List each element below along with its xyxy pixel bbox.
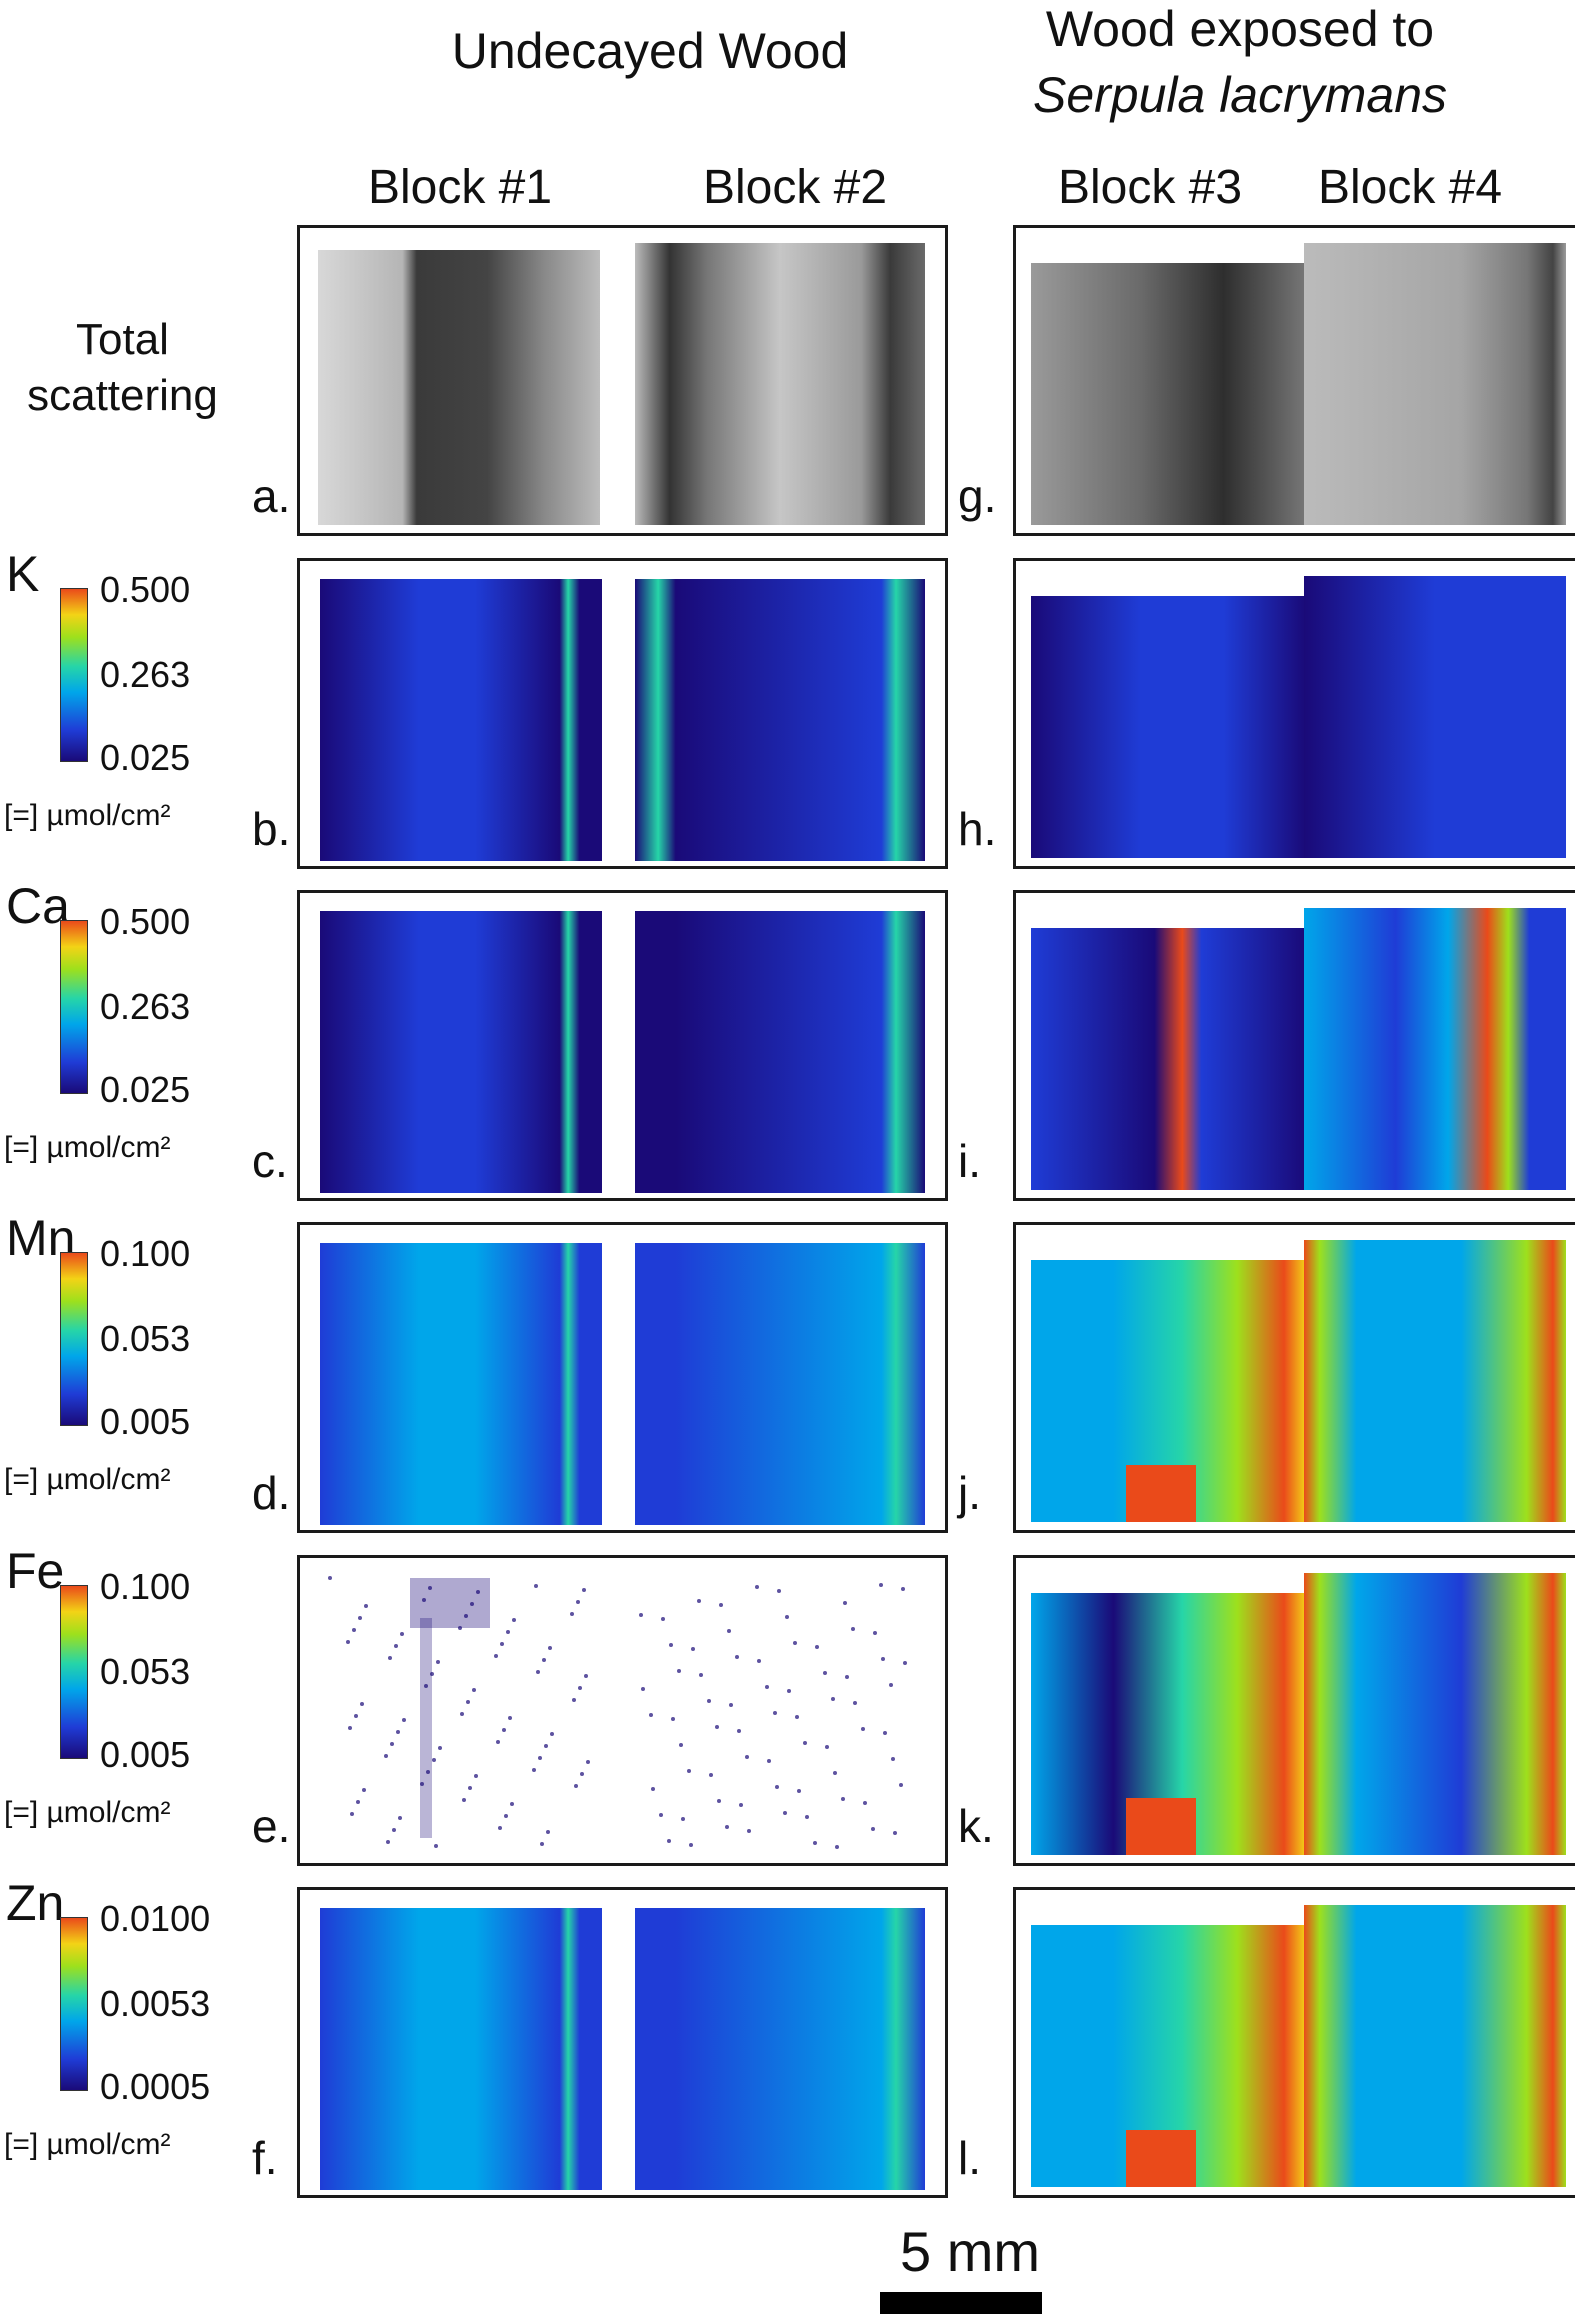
panel-letter-right: i.	[958, 1135, 981, 1187]
elemental-map-image	[320, 579, 925, 861]
elemental-map-image	[328, 1576, 907, 1849]
panel-left-2	[297, 558, 948, 869]
colorbar	[60, 588, 88, 762]
elemental-map-image	[318, 243, 925, 525]
element-label: K	[6, 546, 40, 602]
panel-left-4	[297, 1222, 948, 1533]
unit-label: [=] µmol/cm²	[4, 2128, 171, 2161]
column-header-block-3: Block #3	[1057, 161, 1243, 214]
colorbar-tick: 0.053	[100, 1318, 191, 1359]
panel-letter-left: a.	[252, 470, 291, 522]
elemental-map-image	[1031, 908, 1566, 1190]
panel-right-4	[1013, 1222, 1575, 1533]
elemental-map-image	[1031, 243, 1566, 525]
colorbar-tick: 0.263	[100, 654, 191, 695]
column-header-block-1: Block #1	[367, 161, 553, 214]
elemental-map-image	[1031, 1240, 1566, 1522]
panel-letter-left: d.	[252, 1467, 291, 1519]
colorbar-tick: 0.263	[100, 986, 191, 1027]
colorbar-tick: 0.005	[100, 1734, 191, 1775]
colorbar-tick: 0.500	[100, 901, 191, 942]
colorbar-tick: 0.025	[100, 1069, 191, 1110]
panel-letter-left: b.	[252, 803, 291, 855]
panel-left-1	[297, 225, 948, 536]
scale-bar-label: 5 mm	[900, 2220, 1040, 2283]
group-title-exposed-line1: Wood exposed to	[1045, 1, 1435, 57]
panel-letter-left: e.	[252, 1800, 291, 1852]
column-header-block-4: Block #4	[1317, 161, 1503, 214]
elemental-map-image	[1031, 1573, 1566, 1855]
column-header-block-2: Block #2	[702, 161, 888, 214]
colorbar	[60, 1252, 88, 1426]
unit-label: [=] µmol/cm²	[4, 1796, 171, 1829]
colorbar	[60, 1917, 88, 2091]
element-label: Fe	[6, 1543, 65, 1599]
elemental-map-image	[320, 1908, 925, 2190]
panel-letter-right: l.	[958, 2132, 981, 2184]
unit-label: [=] µmol/cm²	[4, 799, 171, 832]
panel-letter-right: g.	[958, 470, 997, 522]
panel-letter-right: h.	[958, 803, 997, 855]
colorbar	[60, 920, 88, 1094]
panel-right-1	[1013, 225, 1575, 536]
colorbar-tick: 0.500	[100, 569, 191, 610]
panel-right-2	[1013, 558, 1575, 869]
panel-letter-right: j.	[958, 1467, 981, 1519]
colorbar-tick: 0.0053	[100, 1983, 211, 2024]
group-title-exposed-line2: Serpula lacrymans	[1032, 67, 1448, 123]
panel-left-5	[297, 1555, 948, 1866]
colorbar-tick: 0.100	[100, 1566, 191, 1607]
colorbar	[60, 1585, 88, 1759]
panel-letter-right: k.	[958, 1800, 994, 1852]
element-label: Ca	[6, 878, 70, 934]
colorbar-tick: 0.0100	[100, 1898, 211, 1939]
elemental-map-image	[320, 911, 925, 1193]
panel-right-5	[1013, 1555, 1575, 1866]
elemental-map-image	[1031, 1905, 1566, 2187]
colorbar-tick: 0.0005	[100, 2066, 211, 2107]
colorbar-tick: 0.005	[100, 1401, 191, 1442]
elemental-map-image	[1031, 576, 1566, 858]
unit-label: [=] µmol/cm²	[4, 1463, 171, 1496]
panel-letter-left: c.	[252, 1135, 288, 1187]
unit-label: [=] µmol/cm²	[4, 1131, 171, 1164]
row-label-scattering: scattering	[27, 371, 218, 420]
panel-left-3	[297, 890, 948, 1201]
elemental-map-image	[320, 1243, 925, 1525]
panel-right-6	[1013, 1887, 1575, 2198]
colorbar-tick: 0.025	[100, 737, 191, 778]
group-title-undecayed: Undecayed Wood	[451, 23, 849, 79]
panel-left-6	[297, 1887, 948, 2198]
panel-letter-left: f.	[252, 2132, 278, 2184]
row-label-total: Total	[76, 315, 169, 364]
colorbar-tick: 0.100	[100, 1233, 191, 1274]
colorbar-tick: 0.053	[100, 1651, 191, 1692]
scale-bar	[880, 2292, 1042, 2314]
panel-right-3	[1013, 890, 1575, 1201]
element-label: Zn	[6, 1875, 65, 1931]
